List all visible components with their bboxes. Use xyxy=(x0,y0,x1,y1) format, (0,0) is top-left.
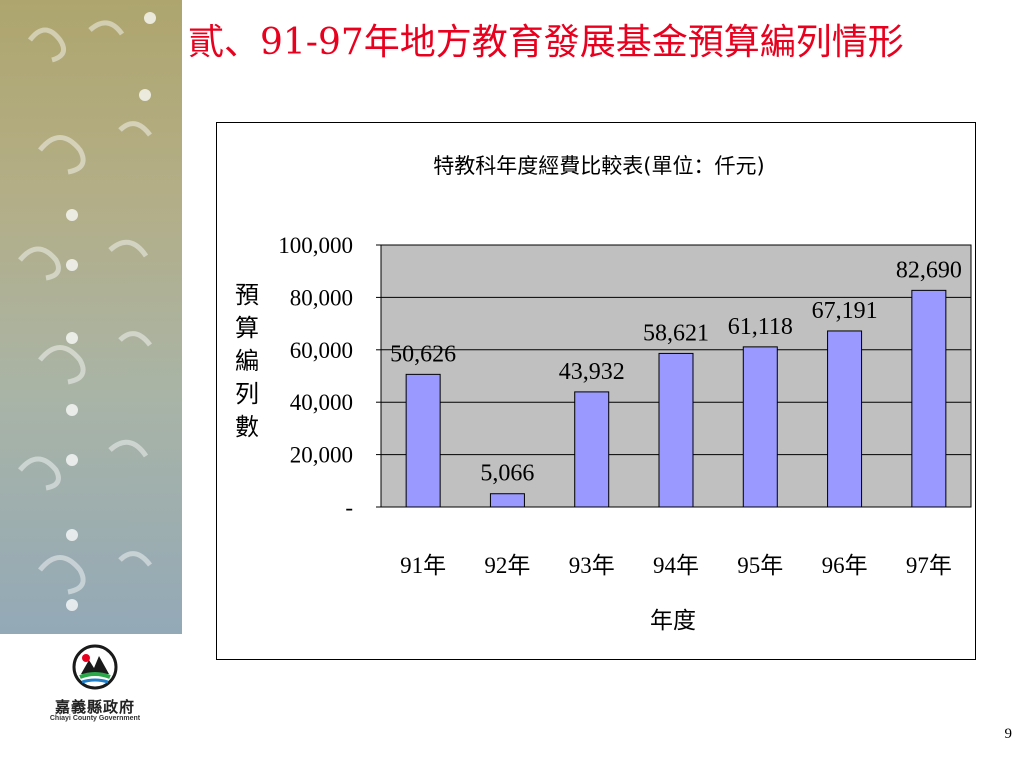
y-tick-label: - xyxy=(345,495,353,520)
x-tick-label: 94年 xyxy=(653,553,699,578)
y-tick-label: 60,000 xyxy=(290,338,353,363)
bar xyxy=(658,352,694,508)
x-tick-label: 96年 xyxy=(822,553,868,578)
x-tick-label: 91年 xyxy=(400,553,446,578)
data-label: 43,932 xyxy=(559,359,625,385)
y-tick-label: 100,000 xyxy=(278,233,353,258)
y-tick-labels: - 20,000 40,000 60,000 80,000 100,000 xyxy=(278,233,353,520)
value-labels: 50,626 5,066 43,932 58,621 61,118 67,191 82,69… xyxy=(390,257,962,486)
county-logo: 嘉義縣政府 Chiayi County Government xyxy=(20,640,170,730)
y-axis-label-char: 預 xyxy=(235,281,259,309)
x-tick-labels: 91年 92年 93年 94年 95年 96年 97年 xyxy=(400,553,952,578)
bar xyxy=(574,391,610,508)
y-tick-label: 80,000 xyxy=(290,285,353,310)
data-label: 67,191 xyxy=(812,298,878,324)
chart-frame: 特教科年度經費比較表(單位：仟元) 50,626 5,066 43,932 58,62… xyxy=(216,122,976,660)
data-label: 50,626 xyxy=(390,341,456,367)
decorative-sidebar xyxy=(0,0,182,634)
y-tick-label: 20,000 xyxy=(290,443,353,468)
y-tick-label: 40,000 xyxy=(290,390,353,415)
chart-title: 特教科年度經費比較表(單位：仟元) xyxy=(433,154,764,178)
x-axis-label: 年度 xyxy=(650,608,696,634)
swirl-pattern-icon xyxy=(18,12,156,611)
data-label: 58,621 xyxy=(643,320,709,346)
slide-title: 貳、91-97年地方教育發展基金預算編列情形 xyxy=(188,22,904,63)
bars xyxy=(405,289,947,508)
county-emblem-icon xyxy=(72,644,118,690)
data-label: 82,690 xyxy=(896,257,962,283)
logo-subtitle: Chiayi County Government xyxy=(49,715,141,722)
x-tick-label: 97年 xyxy=(906,553,952,578)
y-axis-label-char: 列 xyxy=(235,380,259,408)
logo-name: 嘉義縣政府 xyxy=(54,698,135,716)
x-tick-label: 93年 xyxy=(569,553,615,578)
x-tick-label: 92年 xyxy=(484,553,530,578)
bar xyxy=(489,493,525,508)
data-label: 5,066 xyxy=(480,461,534,487)
bar xyxy=(742,346,778,508)
page-number: 9 xyxy=(1004,726,1013,742)
y-axis-label-char: 算 xyxy=(235,314,259,342)
data-label: 61,118 xyxy=(728,314,793,340)
bar-chart: 特教科年度經費比較表(單位：仟元) 50,626 5,066 43,932 58,62… xyxy=(235,154,972,634)
bar xyxy=(911,289,947,508)
bar xyxy=(827,330,863,508)
x-tick-label: 95年 xyxy=(737,553,783,578)
y-axis-label-char: 編 xyxy=(235,347,259,375)
y-axis-label-char: 數 xyxy=(235,413,259,441)
bar xyxy=(405,373,441,508)
